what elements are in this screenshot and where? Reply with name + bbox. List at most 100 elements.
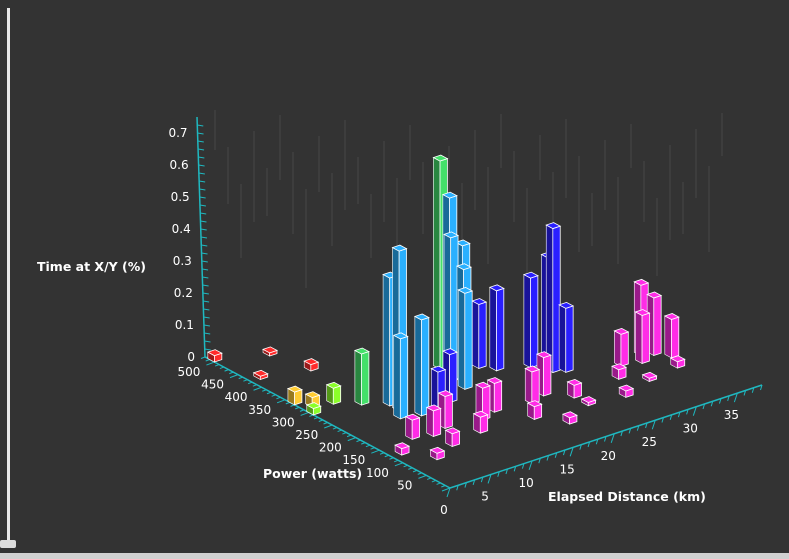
x-tick bbox=[628, 428, 632, 434]
x-tick-label: 15 bbox=[560, 462, 575, 476]
x-tick-label: 10 bbox=[518, 476, 533, 490]
bar-top bbox=[391, 244, 408, 252]
bar bbox=[457, 286, 474, 390]
bar-top bbox=[535, 351, 552, 359]
y-tick bbox=[238, 376, 243, 380]
z-tick bbox=[202, 276, 209, 279]
bar-top bbox=[392, 332, 409, 340]
left-scrollbar[interactable] bbox=[7, 8, 10, 544]
bar-top bbox=[633, 278, 650, 286]
bar-top bbox=[634, 309, 651, 316]
z-tick bbox=[199, 204, 207, 207]
bar-top bbox=[325, 381, 342, 389]
bar-top bbox=[444, 427, 461, 435]
bar-side bbox=[524, 367, 533, 405]
z-tick bbox=[204, 332, 211, 335]
bar-side bbox=[414, 315, 422, 417]
z-tick bbox=[199, 188, 206, 191]
bar-top bbox=[305, 402, 322, 409]
y-tick bbox=[285, 401, 290, 405]
bar-top bbox=[524, 365, 541, 373]
x-tick bbox=[760, 384, 763, 391]
y-tick bbox=[219, 366, 225, 370]
bar-top bbox=[618, 384, 635, 392]
z-tick bbox=[199, 196, 206, 199]
bar-front bbox=[671, 316, 680, 359]
bar bbox=[353, 347, 370, 406]
x-tick bbox=[472, 479, 476, 486]
bottom-scrollbar[interactable] bbox=[0, 553, 789, 559]
y-tick bbox=[441, 487, 451, 492]
bar-front bbox=[464, 290, 473, 390]
bar bbox=[325, 381, 342, 405]
bar bbox=[669, 355, 686, 369]
x-tick bbox=[651, 420, 656, 430]
y-tick bbox=[426, 477, 432, 480]
bar-top bbox=[472, 410, 489, 418]
y-tick bbox=[346, 434, 352, 438]
bar bbox=[303, 358, 320, 372]
bar bbox=[252, 369, 269, 381]
bar-top bbox=[441, 191, 458, 199]
bar bbox=[471, 298, 488, 370]
bar-front bbox=[641, 312, 650, 365]
z-tick bbox=[200, 220, 207, 223]
x-tick bbox=[513, 466, 517, 472]
bar-side bbox=[664, 315, 672, 359]
z-tick bbox=[198, 156, 205, 159]
x-axis-label: Elapsed Distance (km) bbox=[548, 489, 706, 504]
bar-top bbox=[613, 327, 630, 335]
x-tick bbox=[554, 452, 558, 458]
x-tick bbox=[579, 444, 582, 450]
bar-top bbox=[580, 396, 597, 403]
y-tick bbox=[313, 416, 319, 420]
bar-side bbox=[426, 406, 434, 437]
z-tick-label: 0.1 bbox=[175, 318, 194, 332]
y-tick bbox=[332, 427, 338, 430]
x-tick bbox=[480, 477, 484, 483]
bar bbox=[488, 284, 505, 372]
bar-front bbox=[478, 301, 487, 370]
z-tick bbox=[203, 324, 211, 327]
bar bbox=[526, 400, 543, 420]
z-tick bbox=[201, 244, 208, 247]
chart-axes bbox=[196, 116, 763, 498]
x-tick bbox=[733, 392, 738, 403]
z-tick bbox=[204, 348, 211, 351]
bar-side bbox=[457, 289, 466, 390]
z-tick-label: 0.6 bbox=[170, 158, 189, 172]
bar-top bbox=[474, 381, 491, 389]
bar-top bbox=[443, 231, 460, 239]
y-tick bbox=[271, 394, 276, 397]
y-tick bbox=[229, 371, 234, 375]
y-tick bbox=[324, 424, 333, 429]
x-tick bbox=[743, 390, 747, 396]
bar-front bbox=[399, 335, 409, 420]
bar bbox=[524, 365, 541, 405]
z-tick-label: 0.3 bbox=[173, 254, 192, 268]
x-tick bbox=[528, 460, 533, 471]
y-tick bbox=[224, 369, 229, 372]
z-tick bbox=[203, 300, 210, 303]
bar-side bbox=[614, 330, 622, 367]
bar-top bbox=[561, 411, 578, 419]
y-axis-label: Power (watts) bbox=[263, 466, 362, 481]
x-tick bbox=[446, 487, 451, 498]
bar-front bbox=[361, 350, 370, 406]
bar bbox=[472, 410, 489, 434]
y-tick bbox=[309, 414, 314, 417]
bar-side bbox=[558, 304, 567, 373]
bar bbox=[611, 363, 628, 380]
scroll-grip[interactable] bbox=[0, 540, 16, 548]
chart-labels: 5010015020025030035040045050005101520253… bbox=[168, 126, 739, 517]
x-tick bbox=[604, 436, 607, 442]
bar-side bbox=[354, 349, 362, 406]
y-tick bbox=[290, 404, 295, 407]
bar-front bbox=[543, 354, 552, 397]
z-tick bbox=[201, 260, 208, 263]
x-tick bbox=[538, 458, 541, 464]
bar-top bbox=[404, 413, 421, 421]
x-tick bbox=[710, 401, 714, 407]
z-tick bbox=[200, 228, 207, 231]
y-tick bbox=[247, 381, 253, 385]
